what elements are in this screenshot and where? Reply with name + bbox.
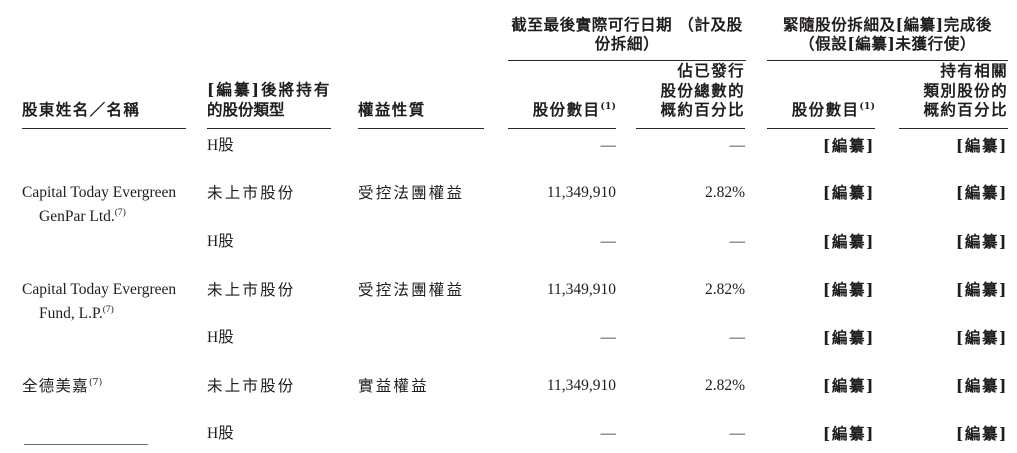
cell-shares-after: [編纂] (822, 183, 875, 202)
column-header-line: 股東姓名／名稱 (22, 100, 141, 119)
cell-pct-current: 2.82% (704, 281, 745, 298)
cell-nature-of-interest: 受控法團權益 (358, 281, 465, 299)
cell-shares-current: — (600, 425, 617, 442)
cell-share-class: 未上市股份 (207, 377, 296, 395)
column-header-line-1: 持有相關 (940, 61, 1008, 80)
cell-shareholder-name: Capital Today Evergreen GenPar Ltd.(7) (22, 181, 211, 229)
column-header-line: 股份數目 (791, 100, 860, 119)
column-header-line-2: 類別股份的 (923, 80, 1008, 100)
cell-pct-after: [編纂] (955, 232, 1008, 251)
column-header-line-2: 股份總數的 (660, 80, 745, 100)
footnote-separator-rule (24, 444, 148, 445)
group-header-line-1: 截至最後實際可行日期 (511, 15, 673, 34)
column-header-line-2: 的股份類型 (207, 99, 285, 119)
column-header-approx-pct-total-issued: 佔已發行 股份總數的 概約百分比 (636, 61, 745, 120)
column-header-shareholder-name: 股東姓名／名稱 (22, 100, 186, 120)
column-rule-pct-current (636, 128, 745, 129)
column-rule-shares-current (508, 128, 616, 129)
cell-pct-current: — (729, 329, 746, 346)
cell-shares-current: 11,349,910 (546, 281, 616, 298)
column-header-approx-pct-relevant-class: 持有相關 類別股份的 概約百分比 (899, 61, 1008, 120)
group-header-as-of-latest-practicable-date: 截至最後實際可行日期 （計及股份拆細） (508, 15, 746, 53)
cell-shares-current: — (600, 233, 617, 250)
cell-shareholder-name: 全德美嘉(7) (22, 374, 211, 398)
column-header-nature-of-interest: 權益性質 (358, 100, 484, 120)
cell-share-class: H股 (207, 233, 234, 250)
cell-shares-after: [編纂] (822, 280, 875, 299)
shareholder-name-text: Capital Today Evergreen GenPar Ltd. (22, 184, 177, 225)
cell-share-class: H股 (207, 137, 234, 154)
cell-pct-current: — (729, 137, 746, 154)
group-header-immediately-after-subdivision: 緊隨股份拆細及[編纂]完成後 （假設[編纂]未獲行使） (767, 15, 1008, 53)
column-rule-nature-of-interest (358, 128, 484, 129)
cell-shares-current: — (600, 137, 617, 154)
footnote-marker-7: (7) (88, 376, 103, 388)
column-header-line: 股份數目 (532, 100, 601, 119)
shareholder-name-text: 全德美嘉 (22, 377, 89, 395)
cell-pct-current: — (729, 425, 746, 442)
cell-nature-of-interest: 受控法團權益 (358, 184, 465, 202)
cell-shares-after: [編纂] (822, 376, 875, 395)
column-header-number-of-shares-current: 股份數目(1) (508, 100, 616, 120)
group-header-line-2: （計及股份拆細） (594, 15, 743, 53)
shareholder-name-text: Capital Today Evergreen Fund, L.P. (22, 281, 177, 322)
cell-pct-after: [編纂] (955, 280, 1008, 299)
column-rule-shares-after (767, 128, 875, 129)
cell-nature-of-interest: 實益權益 (358, 377, 429, 395)
cell-share-class: 未上市股份 (207, 281, 296, 299)
cell-pct-current: — (729, 233, 746, 250)
cell-pct-after: [編纂] (955, 376, 1008, 395)
cell-share-class: H股 (207, 425, 234, 442)
footnote-marker-1: (1) (600, 100, 616, 112)
column-header-line-3: 概約百分比 (923, 100, 1008, 119)
column-header-number-of-shares-after: 股份數目(1) (767, 100, 875, 120)
cell-shareholder-name: Capital Today Evergreen Fund, L.P.(7) (22, 278, 211, 326)
group-header-line-2: （假設[編纂]未獲行使） (799, 34, 976, 53)
column-rule-shareholder-name (22, 128, 186, 129)
cell-shares-current: 11,349,910 (546, 184, 616, 201)
cell-shares-after: [編纂] (822, 328, 875, 347)
column-rule-pct-after (899, 128, 1008, 129)
column-header-line-1: 佔已發行 (677, 61, 745, 80)
cell-shares-current: 11,349,910 (546, 377, 616, 394)
cell-pct-current: 2.82% (704, 184, 745, 201)
cell-shares-after: [編纂] (822, 232, 875, 251)
group-header-rule-1 (508, 60, 746, 61)
column-header-line-3: 概約百分比 (660, 100, 745, 119)
column-header-share-class: [編纂]後將持有 的股份類型 (207, 80, 331, 119)
column-header-line: 權益性質 (358, 100, 426, 119)
group-header-line-1: 緊隨股份拆細及[編纂]完成後 (782, 15, 993, 34)
column-header-line-1: [編纂]後將持有 (207, 80, 332, 99)
cell-share-class: 未上市股份 (207, 184, 296, 202)
cell-shares-after: [編纂] (822, 424, 875, 443)
cell-pct-after: [編纂] (955, 328, 1008, 347)
footnote-marker-7: (7) (102, 304, 114, 315)
group-header-rule-2 (767, 60, 1008, 61)
cell-pct-after: [編纂] (955, 424, 1008, 443)
cell-shares-current: — (600, 329, 617, 346)
footnote-marker-7: (7) (114, 207, 126, 218)
footnote-marker-1: (1) (859, 100, 875, 112)
cell-pct-current: 2.82% (704, 377, 745, 394)
column-rule-share-class (207, 128, 331, 129)
cell-pct-after: [編纂] (955, 183, 1008, 202)
cell-share-class: H股 (207, 329, 234, 346)
cell-pct-after: [編纂] (955, 136, 1008, 155)
cell-shares-after: [編纂] (822, 136, 875, 155)
